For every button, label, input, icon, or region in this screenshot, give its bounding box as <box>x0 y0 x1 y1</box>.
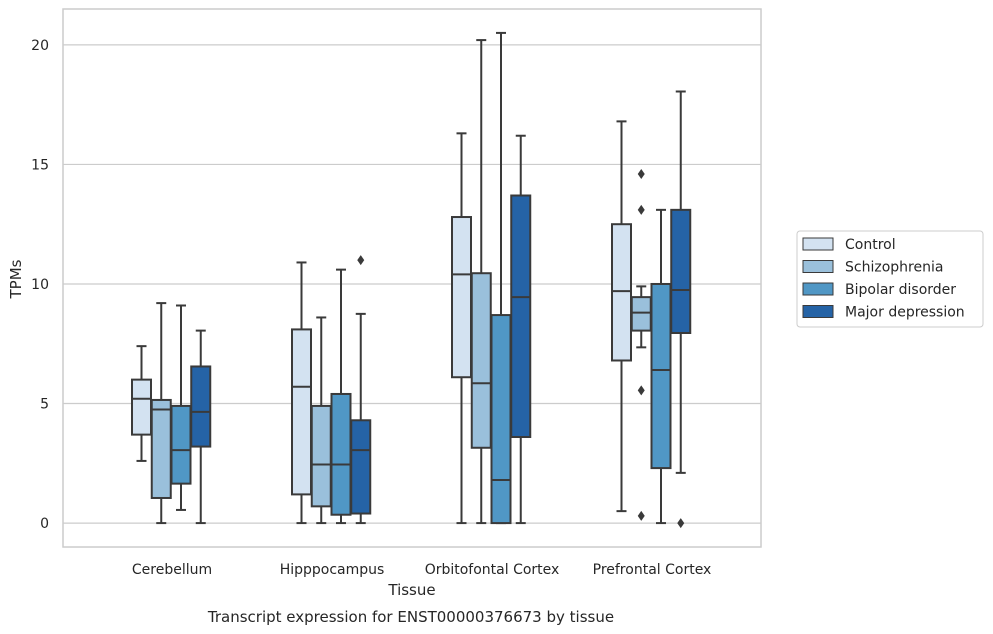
box-body <box>350 419 372 515</box>
x-tick-label: Cerebellum <box>132 562 212 578</box>
legend: Control Schizophrenia Bipolar disorder Majo… <box>796 230 984 328</box>
x-tick-labels: Cerebellum Hipppocampus Orbitofontal Corte… <box>132 562 711 578</box>
box <box>611 120 632 513</box>
outlier-point <box>637 510 645 521</box>
box <box>131 345 152 462</box>
box-body <box>131 378 152 436</box>
box <box>510 134 532 525</box>
y-tick-label: 15 <box>31 157 49 173</box>
box <box>451 132 472 525</box>
legend-label: Control <box>845 237 896 253</box>
box <box>650 208 672 525</box>
outlier-point <box>637 168 645 179</box>
y-tick-label: 10 <box>31 277 49 293</box>
outlier-point <box>637 385 645 396</box>
box-body <box>650 282 672 470</box>
legend-swatch <box>802 237 834 251</box>
y-axis-title: TPMs <box>7 259 25 299</box>
outlier-point <box>677 518 685 529</box>
y-tick-label: 0 <box>40 516 49 532</box>
legend-frame <box>796 230 984 328</box>
x-axis-title: Tissue <box>387 581 435 599</box>
box-body <box>490 314 512 525</box>
box-body <box>510 194 532 439</box>
box-body <box>170 404 192 485</box>
box-body <box>330 392 352 516</box>
legend-label: Bipolar disorder <box>845 282 956 298</box>
box <box>170 304 192 511</box>
legend-swatch <box>802 282 834 296</box>
chart-caption: Transcript expression for ENST0000037667… <box>207 608 614 626</box>
box-body <box>310 404 332 508</box>
boxes <box>131 31 692 529</box>
x-tick-label: Prefrontal Cortex <box>593 562 712 578</box>
y-tick-label: 5 <box>40 397 49 413</box>
box <box>190 329 212 525</box>
box <box>350 255 372 525</box>
y-tick-labels: 0 5 10 15 20 <box>31 38 49 532</box>
box-body <box>451 216 472 379</box>
box-body <box>611 223 632 362</box>
box <box>470 39 492 525</box>
box <box>670 90 692 529</box>
gridlines <box>63 44 761 524</box>
legend-swatch <box>802 305 834 318</box>
x-tick-label: Orbitofontal Cortex <box>425 562 560 578</box>
box-body <box>630 296 652 332</box>
legend-label: Major depression <box>845 305 965 321</box>
box-body <box>470 272 492 449</box>
outlier-point <box>637 204 645 215</box>
box <box>630 168 652 521</box>
y-tick-label: 20 <box>31 38 49 54</box>
box-body <box>150 398 172 499</box>
outlier-point <box>357 255 365 266</box>
box-body <box>291 328 312 496</box>
x-tick-label: Hipppocampus <box>280 562 385 578</box>
legend-swatch <box>802 260 834 273</box>
box <box>291 261 312 525</box>
legend-label: Schizophrenia <box>845 260 943 276</box>
box-body <box>670 208 692 334</box>
box-body <box>190 365 212 448</box>
